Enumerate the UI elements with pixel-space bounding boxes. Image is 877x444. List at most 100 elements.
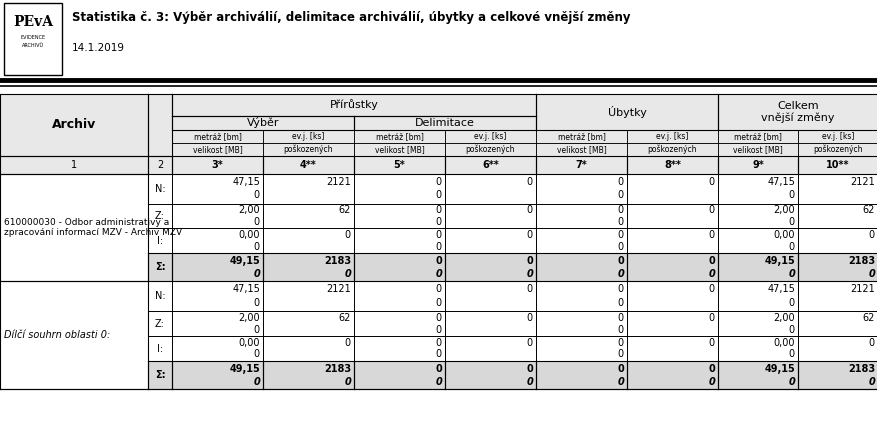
Bar <box>263 203 353 229</box>
Bar <box>717 203 797 229</box>
Text: poškozených: poškozených <box>812 144 862 154</box>
Bar <box>148 156 172 174</box>
Text: 2183: 2183 <box>847 364 874 374</box>
Bar <box>0 281 148 389</box>
Bar <box>717 281 797 311</box>
Bar <box>797 143 877 156</box>
Text: 0: 0 <box>708 377 714 387</box>
Text: 7*: 7* <box>575 160 587 170</box>
Text: 2121: 2121 <box>849 177 874 186</box>
Bar <box>797 336 877 361</box>
Text: 0: 0 <box>617 325 624 334</box>
Text: 3*: 3* <box>211 160 223 170</box>
Text: Úbytky: Úbytky <box>607 106 645 118</box>
Bar <box>626 203 717 229</box>
Bar <box>172 116 353 130</box>
Bar <box>263 174 353 203</box>
Text: 0: 0 <box>788 325 794 334</box>
Text: Výběr: Výběr <box>246 117 279 128</box>
Bar <box>797 203 877 229</box>
Bar <box>0 94 148 156</box>
Text: 47,15: 47,15 <box>766 285 794 294</box>
Bar <box>535 281 626 311</box>
Text: 2121: 2121 <box>849 285 874 294</box>
Text: 2121: 2121 <box>326 285 351 294</box>
Text: 0: 0 <box>435 377 441 387</box>
Text: 49,15: 49,15 <box>763 256 794 266</box>
Bar <box>172 254 263 281</box>
Bar <box>172 174 263 203</box>
Text: Σ:: Σ: <box>154 370 165 380</box>
Text: 2183: 2183 <box>324 364 351 374</box>
Text: 47,15: 47,15 <box>232 285 260 294</box>
Text: velikost [MB]: velikost [MB] <box>556 145 606 154</box>
Text: 0: 0 <box>617 285 624 294</box>
Bar <box>445 229 535 254</box>
Text: 0: 0 <box>788 217 794 227</box>
Text: 49,15: 49,15 <box>763 364 794 374</box>
Bar <box>717 130 797 143</box>
Bar <box>717 94 877 130</box>
Text: 0: 0 <box>617 205 624 215</box>
Text: 0: 0 <box>617 177 624 186</box>
Bar <box>535 336 626 361</box>
Text: 0: 0 <box>708 364 714 374</box>
Bar <box>353 203 445 229</box>
Text: 0: 0 <box>788 269 794 279</box>
Bar <box>535 174 626 203</box>
Text: 5*: 5* <box>393 160 405 170</box>
Text: 0: 0 <box>867 377 874 387</box>
Text: 0: 0 <box>253 217 260 227</box>
Text: 610000030 - Odbor administrativy a
zpracování informací MZV - Archiv MZV: 610000030 - Odbor administrativy a zprac… <box>4 218 182 237</box>
Text: 0: 0 <box>435 313 441 323</box>
Text: Statistika č. 3: Výběr archiválií, delimitace archiválií, úbytky a celkové vnějš: Statistika č. 3: Výběr archiválií, delim… <box>72 12 630 24</box>
Text: 62: 62 <box>861 205 874 215</box>
Text: 0: 0 <box>435 177 441 186</box>
Bar <box>172 156 263 174</box>
Text: 0: 0 <box>253 242 260 252</box>
Text: Archiv: Archiv <box>52 118 96 131</box>
Text: ev.j. [ks]: ev.j. [ks] <box>292 132 324 141</box>
Text: 2: 2 <box>157 160 163 170</box>
Bar <box>353 116 535 130</box>
Text: Celkem
vnější změny: Celkem vnější změny <box>760 101 834 123</box>
Text: 0: 0 <box>253 298 260 308</box>
Text: 6**: 6** <box>481 160 498 170</box>
Text: 0: 0 <box>435 256 441 266</box>
Text: 0: 0 <box>788 377 794 387</box>
Bar <box>626 174 717 203</box>
Bar <box>172 130 263 143</box>
Bar <box>263 281 353 311</box>
Text: 0: 0 <box>788 349 794 360</box>
Bar <box>445 336 535 361</box>
Text: I:: I: <box>157 236 163 246</box>
Bar <box>172 361 263 389</box>
Bar <box>172 281 263 311</box>
Text: ev.j. [ks]: ev.j. [ks] <box>821 132 853 141</box>
Text: 0: 0 <box>253 269 260 279</box>
Text: 0: 0 <box>708 230 714 240</box>
Bar <box>797 174 877 203</box>
Text: Přírůstky: Přírůstky <box>329 99 378 110</box>
Text: 0: 0 <box>435 217 441 227</box>
Text: 0: 0 <box>435 242 441 252</box>
Bar <box>797 281 877 311</box>
Bar <box>717 156 797 174</box>
Text: 0: 0 <box>253 349 260 360</box>
Text: 10**: 10** <box>825 160 849 170</box>
Text: 0: 0 <box>708 269 714 279</box>
Bar <box>445 361 535 389</box>
Bar <box>353 311 445 336</box>
Bar <box>626 143 717 156</box>
Text: EVIDENCE: EVIDENCE <box>20 36 46 40</box>
Bar <box>148 174 172 203</box>
Bar <box>445 156 535 174</box>
Text: 0: 0 <box>867 269 874 279</box>
Text: 47,15: 47,15 <box>232 177 260 186</box>
Text: 0: 0 <box>617 364 624 374</box>
Text: 2121: 2121 <box>326 177 351 186</box>
Bar <box>535 361 626 389</box>
Text: 0: 0 <box>526 285 532 294</box>
Text: velikost [MB]: velikost [MB] <box>374 145 424 154</box>
Text: 0: 0 <box>525 256 532 266</box>
